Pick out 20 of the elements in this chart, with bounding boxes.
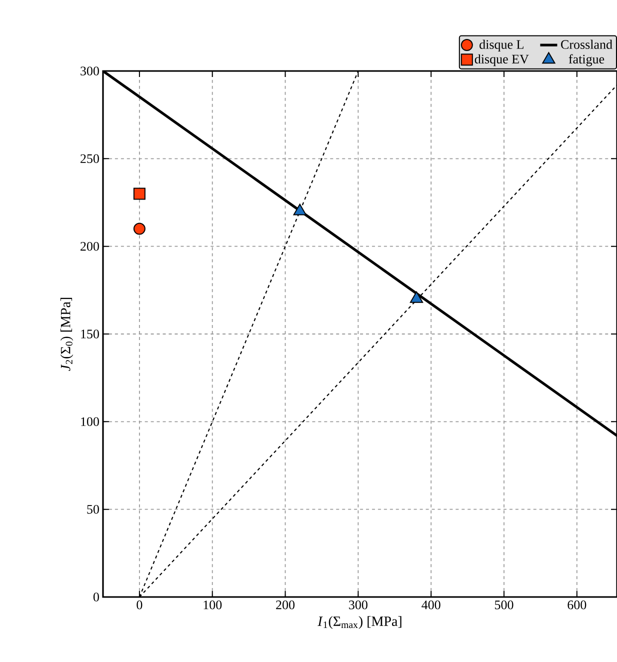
y-tick-label: 100 [81,417,99,426]
x-tick-label: 0 [136,600,142,610]
x-tick-label: 600 [568,600,586,610]
x-tick-label: 200 [276,600,295,610]
y-tick-label: 0 [93,592,99,602]
x-tick-label: 500 [495,600,514,610]
x-tick-label: 300 [349,600,368,610]
legend-label: disque EV [474,54,529,66]
y-tick-label: 200 [80,242,99,251]
y-axis-title: J$_{2}$(Σ$_{0}$) [MPa] [60,298,74,371]
x-tick-label: 400 [422,600,440,610]
y-tick-label: 300 [80,66,99,76]
y-tick-label: 150 [81,330,99,338]
legend-label: Crossland [561,40,612,49]
legend-label: fatigue [568,54,604,66]
x-tick-label: 100 [204,600,222,610]
legend-label: disque L [480,40,524,52]
x-axis-title: I$_{1}$(Σ$_{max}$) [MPa] [318,616,402,629]
y-tick-label: 250 [80,154,99,164]
y-tick-label: 50 [87,504,99,514]
